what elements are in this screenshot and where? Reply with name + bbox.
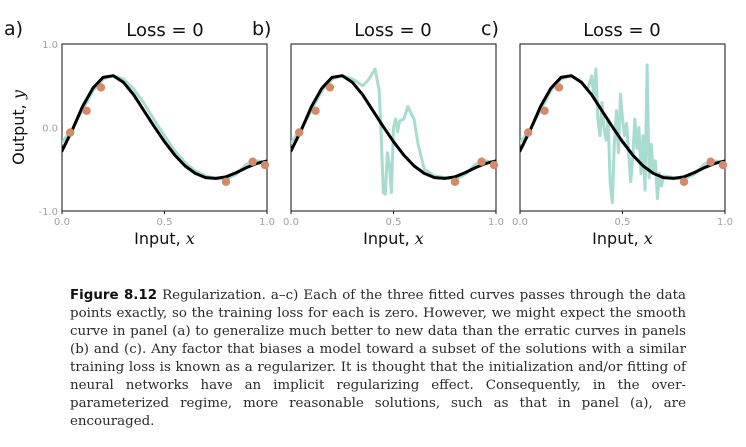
figure-caption: Figure 8.12 Regularization. a–c) Each of…: [70, 287, 686, 431]
data-point: [679, 177, 689, 186]
data-point: [248, 157, 257, 166]
x-tick-label: 0.0: [512, 217, 528, 228]
x-axis-variable: x: [186, 229, 195, 248]
x-axis-variable: x: [415, 229, 424, 248]
data-point: [477, 157, 486, 166]
x-axis-label: Input, x: [134, 229, 195, 248]
data-point: [221, 177, 231, 186]
data-point: [66, 128, 75, 137]
panel-title: Loss = 0: [354, 20, 431, 41]
data-point: [82, 106, 91, 116]
data-point: [718, 160, 728, 170]
y-axis-label-text: Output,: [9, 99, 28, 165]
x-tick-label: 0.0: [54, 217, 70, 228]
x-tick-label: 0.5: [615, 217, 631, 228]
y-tick-label: -1.0: [38, 207, 58, 218]
plot-area: [291, 67, 496, 196]
y-tick-label: 0.0: [42, 124, 58, 135]
data-point: [554, 83, 564, 92]
plot-frame: [61, 43, 268, 212]
x-axis-label: Input, x: [363, 229, 424, 248]
data-point: [295, 128, 304, 137]
panel-title: Loss = 0: [583, 20, 660, 41]
data-point: [540, 106, 549, 116]
panel-letter: b): [252, 18, 271, 40]
y-axis-label: Output, y: [9, 89, 28, 165]
x-tick-label: 1.0: [259, 217, 275, 228]
data-point: [311, 106, 320, 116]
x-tick-label: 1.0: [488, 217, 504, 228]
x-tick-label: 0.5: [157, 217, 173, 228]
x-tick-label: 1.0: [717, 217, 733, 228]
plot-area: [62, 74, 267, 181]
smooth-curve-line: [520, 74, 725, 180]
data-point: [706, 157, 715, 166]
x-tick-label: 0.5: [386, 217, 402, 228]
panel-title: Loss = 0: [126, 20, 203, 41]
plot-area: [520, 63, 725, 205]
caption-text: Regularization. a–c) Each of the three f…: [70, 288, 687, 429]
caption-label: Figure 8.12: [70, 288, 158, 303]
data-point: [450, 177, 460, 186]
x-axis-label-text: Input,: [134, 229, 186, 248]
x-axis-label-text: Input,: [592, 229, 644, 248]
y-tick-label: 1.0: [42, 40, 58, 51]
fitted-curve-line: [62, 74, 267, 181]
x-axis-label: Input, x: [592, 229, 653, 248]
data-point: [260, 160, 270, 170]
data-point: [489, 160, 499, 170]
x-axis-variable: x: [644, 229, 653, 248]
x-axis-label-text: Input,: [363, 229, 415, 248]
smooth-curve-line: [291, 74, 496, 180]
panel-letter: c): [481, 18, 499, 40]
data-point: [325, 83, 335, 92]
smooth-curve-line: [62, 74, 267, 180]
panel-letter: a): [4, 18, 23, 40]
panel-b: 0.0 0.5 1.0 b) Loss = 0 Input, x: [252, 18, 504, 248]
data-point: [96, 83, 106, 92]
fitted-curve-line: [520, 63, 725, 205]
panel-c: 0.0 0.5 1.0 c) Loss = 0 Input, x: [481, 18, 733, 248]
x-tick-label: 0.0: [283, 217, 299, 228]
y-axis-variable: y: [9, 89, 28, 100]
data-point: [524, 128, 533, 137]
